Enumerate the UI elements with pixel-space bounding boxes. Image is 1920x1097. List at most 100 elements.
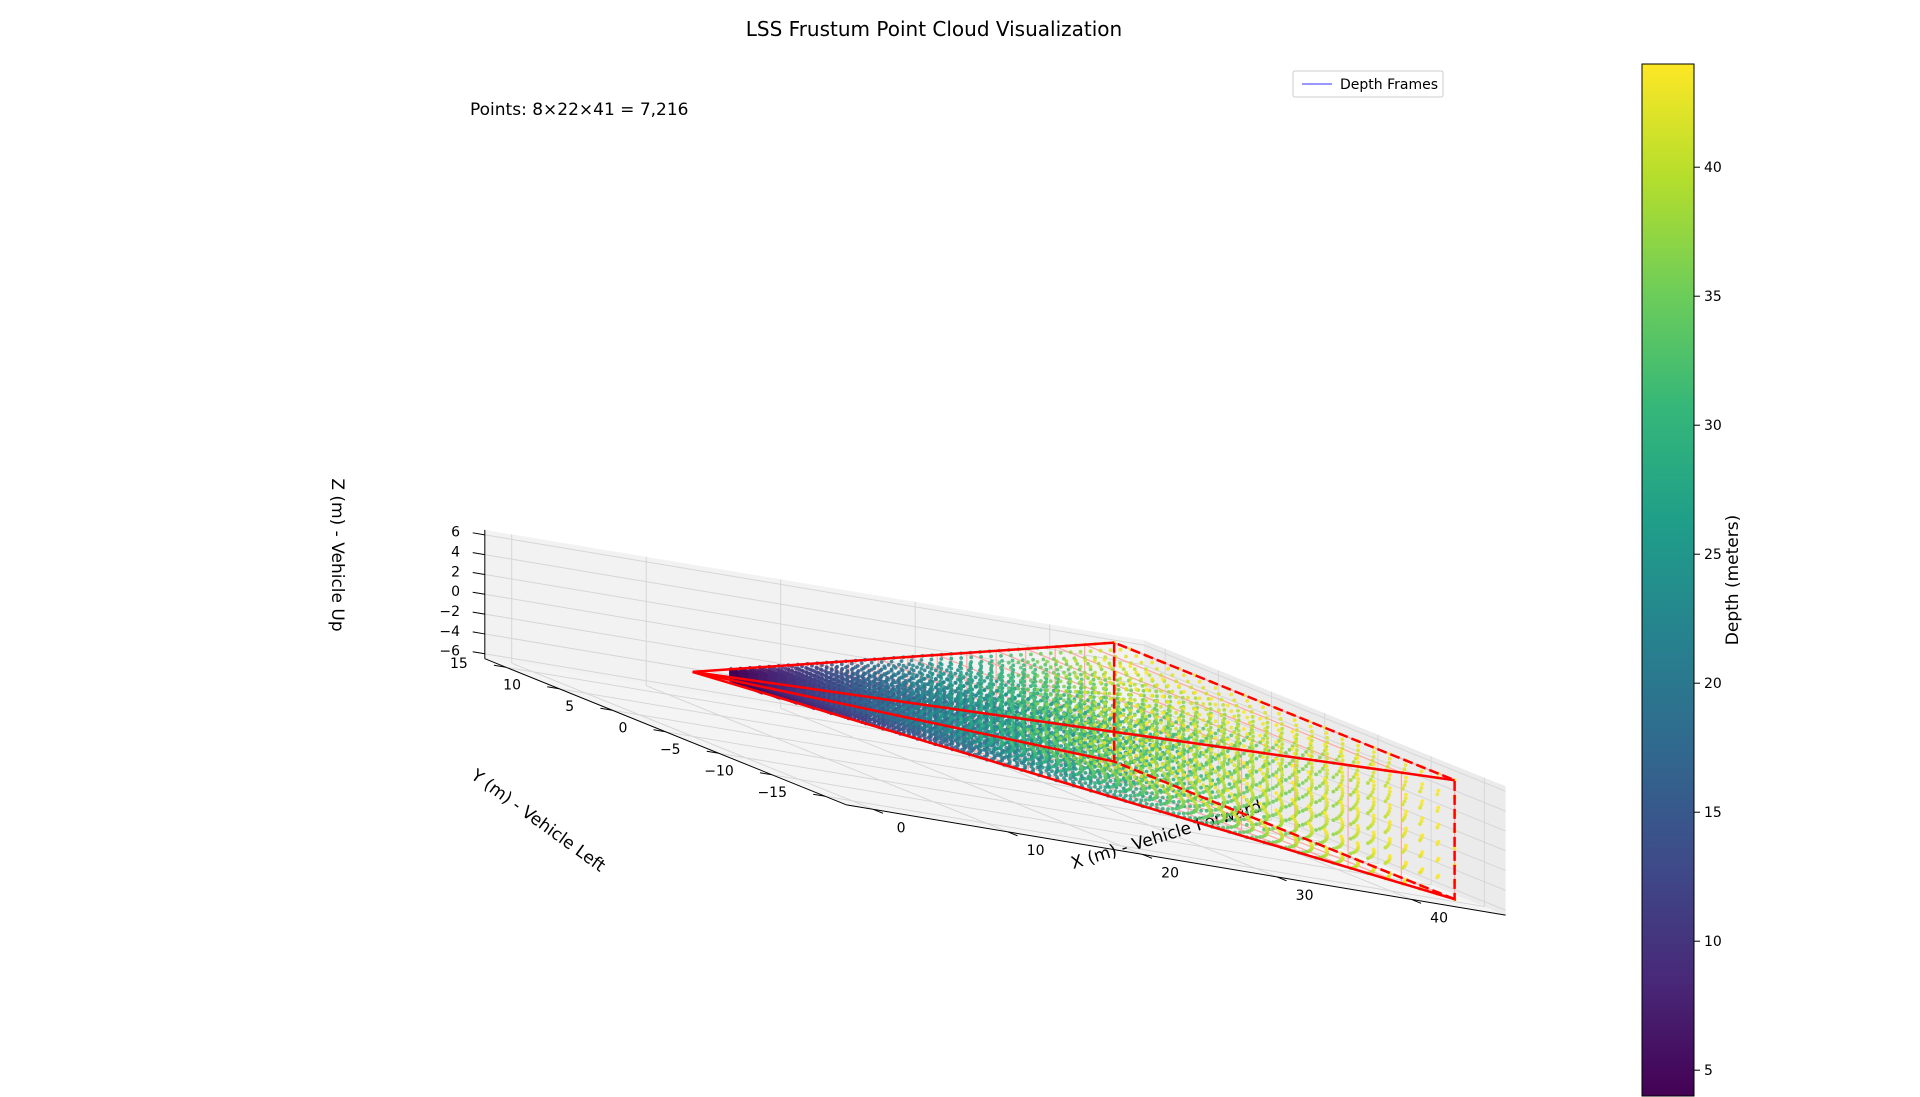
frustum-point: [979, 655, 983, 659]
frustum-point: [949, 666, 954, 671]
frustum-point: [889, 682, 894, 687]
frustum-point: [904, 719, 909, 724]
frustum-point: [982, 706, 987, 711]
frustum-point: [786, 674, 791, 679]
frustum-point: [859, 661, 864, 665]
frustum-point: [921, 713, 926, 718]
frustum-point: [891, 725, 896, 730]
frustum-point: [987, 747, 992, 752]
frustum-point: [824, 671, 829, 676]
frustum-point: [853, 678, 858, 683]
frustum-point: [1096, 788, 1100, 792]
frustum-point: [1103, 785, 1108, 790]
frustum-point: [919, 675, 924, 680]
frustum-point: [930, 663, 934, 667]
frustum-point: [998, 754, 1003, 758]
frustum-point: [780, 668, 784, 673]
frustum-point: [928, 731, 933, 736]
frustum-point: [929, 666, 934, 671]
frustum-point: [936, 682, 941, 687]
frustum-point: [796, 671, 800, 675]
frustum-point: [849, 686, 854, 691]
frustum-point: [904, 696, 909, 701]
frustum-point: [941, 734, 946, 739]
frustum-point: [925, 682, 930, 686]
frustum-point: [1160, 795, 1165, 800]
frustum-point: [834, 665, 839, 670]
frustum-point: [939, 692, 944, 697]
frustum-point: [805, 689, 810, 694]
frustum-point: [897, 670, 901, 675]
frustum-point: [886, 670, 891, 675]
frustum-point: [1079, 783, 1084, 787]
frustum-point: [930, 728, 935, 733]
frustum-point: [982, 739, 987, 743]
frustum-point: [899, 659, 904, 663]
frustum-point: [876, 670, 881, 675]
frustum-point: [1098, 774, 1103, 779]
frustum-point: [989, 666, 993, 670]
frustum-point: [1132, 782, 1137, 786]
frustum-point: [810, 677, 814, 682]
frustum-point: [953, 671, 958, 676]
frustum-point: [882, 703, 887, 707]
z-tick-label: 6: [451, 525, 460, 541]
frustum-point: [995, 742, 1000, 746]
frustum-point: [796, 679, 800, 684]
frustum-point: [889, 667, 894, 672]
frustum-point: [805, 680, 810, 685]
frustum-point: [844, 665, 848, 670]
frustum-point: [938, 740, 943, 745]
frustum-point: [776, 684, 781, 689]
frustum-point: [891, 688, 896, 693]
frustum-point: [907, 678, 912, 683]
frustum-point: [982, 688, 987, 693]
frustum-point: [973, 703, 978, 708]
frustum-point: [959, 680, 963, 685]
z-tick-mark: [472, 631, 485, 635]
frustum-point: [879, 674, 884, 679]
frustum-point: [942, 680, 946, 684]
frustum-point: [866, 663, 870, 668]
frustum-point: [979, 688, 983, 693]
y-gridline: [718, 752, 1379, 865]
frustum-point: [930, 692, 934, 696]
frustum-point: [872, 672, 877, 676]
frustum-point: [1107, 774, 1112, 778]
frustum-point: [956, 677, 960, 682]
frustum-point: [1011, 698, 1016, 702]
frustum-point: [1003, 731, 1008, 736]
z-gridline: [1143, 644, 1506, 792]
frustum-point: [849, 698, 854, 703]
y-tick-mark: [547, 686, 560, 690]
frustum-point: [876, 705, 881, 709]
frustum-point: [989, 689, 993, 694]
y-tick-label: −5: [660, 742, 681, 758]
frustum-point: [1131, 790, 1136, 795]
frustum-point: [1035, 761, 1040, 766]
frustum-point: [891, 680, 896, 685]
frustum-point: [911, 731, 916, 736]
frustum-point: [780, 686, 784, 690]
frustum-point: [1000, 751, 1004, 755]
frustum-point: [982, 716, 987, 720]
frustum-point: [1058, 717, 1063, 721]
frustum-point: [815, 676, 820, 681]
frustum-point: [978, 708, 982, 712]
frustum-point: [820, 693, 824, 698]
frustum-point: [815, 691, 820, 696]
frustum-point: [820, 673, 824, 678]
z-axis-label: Z (m) - Vehicle Up: [327, 478, 347, 631]
frustum-point: [978, 661, 982, 666]
y-gridline: [559, 688, 1219, 800]
frustum-point: [1000, 682, 1004, 686]
frustum-point: [939, 666, 944, 671]
frustum-point: [805, 671, 810, 676]
frustum-point: [961, 684, 966, 688]
frustum-point: [901, 672, 906, 677]
frustum-point: [876, 677, 881, 682]
y-tick-mark: [759, 772, 773, 776]
frustum-point: [770, 678, 775, 682]
frustum-point: [904, 704, 909, 708]
